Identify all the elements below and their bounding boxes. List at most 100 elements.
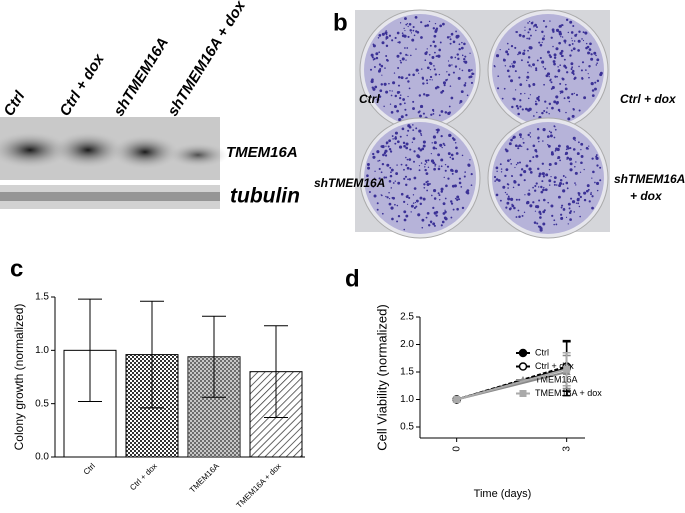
colony <box>470 81 474 84</box>
colony <box>464 60 468 64</box>
colony <box>533 189 537 192</box>
y-tick-label: 1.0 <box>400 394 414 405</box>
colony <box>569 54 572 57</box>
colony <box>549 20 551 22</box>
y-axis-title: Cell Viability (normalized) <box>374 304 389 450</box>
colony <box>389 103 392 105</box>
series-line <box>456 368 567 401</box>
colony <box>376 208 379 211</box>
colony <box>520 168 524 171</box>
colony <box>518 144 522 148</box>
colony <box>528 189 530 192</box>
colony <box>545 173 549 177</box>
colony <box>464 82 467 84</box>
colony <box>530 34 532 37</box>
colony <box>429 182 431 185</box>
colony <box>383 151 387 155</box>
colony <box>385 195 387 198</box>
colony <box>565 148 568 151</box>
colony <box>570 197 573 200</box>
colony <box>389 166 392 169</box>
plate-label: Ctrl <box>359 92 380 106</box>
colony <box>590 53 593 56</box>
colony <box>399 97 402 99</box>
colony <box>413 187 417 190</box>
colony <box>454 65 458 68</box>
colony <box>539 216 542 219</box>
colony <box>596 79 600 83</box>
colony <box>527 56 531 59</box>
colony <box>575 93 579 96</box>
colony <box>386 196 389 199</box>
colony <box>437 167 441 171</box>
colony <box>464 55 467 58</box>
colony <box>559 159 562 162</box>
colony <box>537 186 540 188</box>
colony <box>399 135 402 138</box>
marker <box>518 348 528 358</box>
colony <box>383 82 387 86</box>
colony <box>581 77 584 80</box>
colony <box>555 95 559 99</box>
colony <box>542 188 545 192</box>
error-bar <box>78 298 102 403</box>
colony <box>575 161 577 163</box>
marker <box>453 396 461 403</box>
colony <box>571 200 576 204</box>
colony <box>559 82 562 85</box>
colony <box>418 165 421 167</box>
colony <box>454 141 457 144</box>
colony <box>407 80 410 83</box>
colony <box>399 102 402 106</box>
colony <box>434 51 436 54</box>
colony <box>390 94 393 97</box>
colony <box>437 153 441 157</box>
colony <box>412 29 415 32</box>
colony <box>425 172 429 176</box>
lane-label: shTMEM16A + dox <box>164 0 249 119</box>
colony <box>384 149 388 153</box>
error-bar <box>264 325 288 419</box>
colony <box>572 108 575 111</box>
colony <box>415 205 418 208</box>
colony <box>412 194 415 196</box>
colony <box>511 45 513 47</box>
colony <box>544 67 547 70</box>
colony <box>392 182 395 184</box>
colony <box>535 29 537 32</box>
colony <box>517 112 520 116</box>
colony <box>389 90 391 92</box>
colony <box>408 23 412 26</box>
colony <box>404 108 407 111</box>
colony <box>444 163 447 166</box>
colony <box>417 213 421 217</box>
colony <box>591 177 593 179</box>
colony <box>415 30 418 33</box>
colony <box>378 167 381 171</box>
x-tick-label: 3 <box>561 446 572 452</box>
colony <box>591 157 594 160</box>
colony <box>441 146 443 149</box>
colony <box>440 158 444 162</box>
colony <box>426 24 430 27</box>
colony <box>543 186 545 189</box>
colony <box>551 28 555 32</box>
colony <box>454 197 457 200</box>
colony <box>514 144 518 148</box>
colony <box>426 211 430 215</box>
colony <box>421 147 425 151</box>
colony <box>390 206 394 210</box>
colony <box>432 206 435 209</box>
colony <box>424 59 427 62</box>
colony <box>397 41 399 44</box>
colony <box>500 168 503 170</box>
colony <box>587 188 590 191</box>
colony <box>588 64 591 68</box>
colony <box>560 90 564 94</box>
colony <box>405 113 408 117</box>
colony <box>587 51 590 55</box>
colony <box>446 36 450 39</box>
colony <box>391 196 394 199</box>
colony <box>389 174 393 178</box>
colony <box>589 42 592 46</box>
